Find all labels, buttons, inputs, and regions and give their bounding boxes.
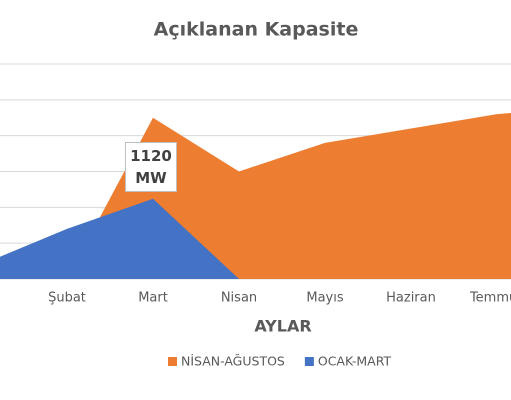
x-tick-label: Mayıs bbox=[306, 291, 343, 306]
x-tick-label: Haziran bbox=[386, 291, 436, 306]
legend-label: NİSAN-AĞUSTOS bbox=[181, 354, 285, 369]
x-tick-label: Şubat bbox=[48, 291, 86, 306]
x-tick-label: Mart bbox=[138, 291, 168, 306]
x-tick-label: Nisan bbox=[221, 291, 257, 306]
data-label: 1120 MW bbox=[125, 142, 177, 192]
legend-swatch bbox=[304, 357, 314, 366]
legend-label: OCAK-MART bbox=[318, 354, 392, 369]
area bbox=[0, 198, 239, 279]
x-tick-label: Temmuz bbox=[469, 291, 511, 306]
legend-swatch bbox=[168, 357, 177, 366]
chart-title: Açıklanan Kapasite bbox=[154, 19, 359, 41]
x-axis-title: AYLAR bbox=[254, 317, 311, 336]
